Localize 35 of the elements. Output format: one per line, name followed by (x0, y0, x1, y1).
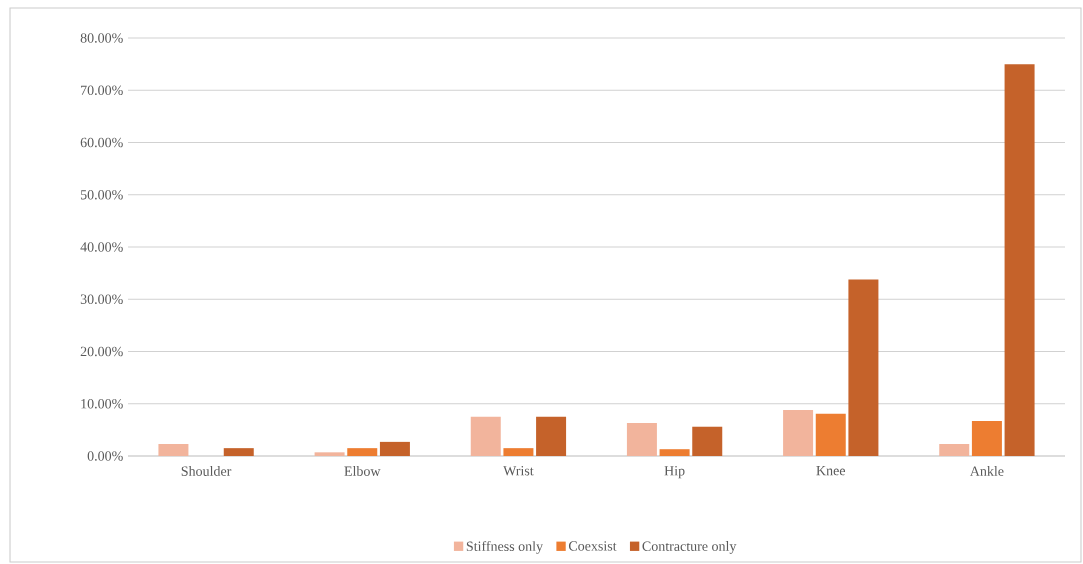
bar (971, 420, 1002, 456)
y-tick-label: 60.00% (80, 137, 123, 148)
y-tick-label: 10.00% (81, 398, 123, 409)
bar (939, 443, 970, 456)
bar (626, 423, 657, 456)
bar (470, 416, 501, 456)
y-tick-label: 40.00% (80, 242, 123, 252)
y-tick-label: 80.00% (80, 33, 123, 43)
bar (347, 448, 378, 456)
bar (659, 449, 690, 456)
bar (815, 413, 846, 456)
x-tick-label: Shoulder (181, 466, 232, 476)
bar (536, 416, 567, 456)
y-tick-label: 70.00% (81, 85, 123, 95)
legend-label: Coexsist (568, 541, 617, 551)
bar (783, 410, 814, 456)
x-tick-label: Wrist (503, 466, 534, 476)
bar (848, 279, 879, 456)
x-tick-label: Ankle (969, 466, 1004, 476)
bar (1004, 64, 1035, 456)
y-tick-label: 20.00% (80, 346, 123, 357)
bar (223, 448, 254, 456)
y-tick-label: 30.00% (80, 294, 123, 304)
bar (314, 452, 345, 456)
y-tick-label: 0.00% (87, 451, 123, 461)
bar (379, 441, 410, 456)
legend-label: Contracture only (642, 541, 737, 554)
x-tick-label: Knee (816, 466, 846, 476)
bar (158, 443, 189, 456)
y-tick-label: 50.00% (80, 190, 123, 200)
x-tick-label: Hip (664, 466, 685, 479)
bar (503, 448, 534, 456)
x-tick-label: Elbow (344, 466, 381, 476)
bar (692, 426, 723, 456)
legend-label: Stiffness only (466, 541, 543, 554)
